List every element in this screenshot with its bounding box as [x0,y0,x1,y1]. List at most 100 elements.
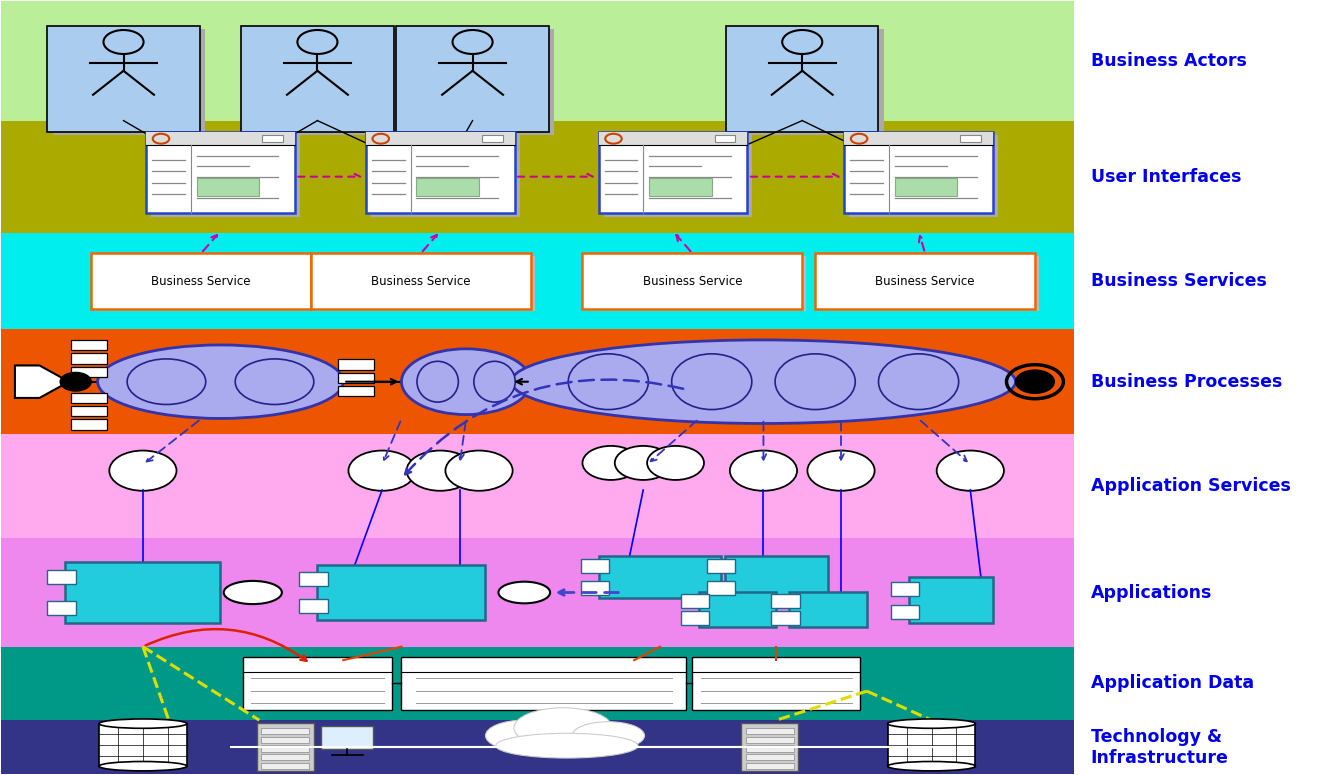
FancyBboxPatch shape [583,360,619,370]
Circle shape [109,450,177,491]
FancyBboxPatch shape [598,556,722,598]
Ellipse shape [99,762,186,771]
Circle shape [349,450,416,491]
Ellipse shape [99,719,186,728]
FancyBboxPatch shape [731,29,883,135]
FancyBboxPatch shape [583,373,619,383]
FancyBboxPatch shape [261,737,309,743]
Ellipse shape [485,720,563,751]
FancyBboxPatch shape [887,724,975,766]
FancyBboxPatch shape [246,29,398,135]
Ellipse shape [498,582,550,603]
FancyBboxPatch shape [771,594,799,608]
Bar [1,434,1074,539]
FancyBboxPatch shape [71,392,107,403]
FancyBboxPatch shape [960,135,982,142]
FancyBboxPatch shape [401,657,686,710]
Ellipse shape [474,361,515,402]
FancyBboxPatch shape [844,133,992,213]
FancyBboxPatch shape [310,253,530,309]
FancyBboxPatch shape [317,566,485,619]
Circle shape [60,373,91,391]
FancyBboxPatch shape [581,560,609,574]
FancyBboxPatch shape [891,604,919,618]
FancyBboxPatch shape [261,728,309,734]
Ellipse shape [224,581,282,604]
FancyBboxPatch shape [71,419,107,429]
Circle shape [936,450,1004,491]
FancyBboxPatch shape [314,256,534,312]
Text: Business Service: Business Service [372,274,470,288]
FancyBboxPatch shape [706,560,735,574]
Bar [1,720,1074,774]
Circle shape [1015,370,1055,393]
Text: Business Actors: Business Actors [1091,52,1247,70]
FancyBboxPatch shape [197,177,260,195]
Text: Business Service: Business Service [642,274,742,288]
FancyBboxPatch shape [598,133,747,213]
FancyBboxPatch shape [746,754,794,760]
FancyBboxPatch shape [152,136,300,216]
FancyBboxPatch shape [891,582,919,596]
Text: Applications: Applications [1091,584,1212,601]
Bar [1,329,1074,434]
Bar [1,232,1074,329]
Ellipse shape [887,762,975,771]
FancyBboxPatch shape [300,599,328,613]
FancyBboxPatch shape [746,746,794,752]
FancyBboxPatch shape [71,340,107,350]
Bar [1,121,1074,232]
FancyBboxPatch shape [482,135,502,142]
FancyBboxPatch shape [746,737,794,743]
Ellipse shape [417,361,458,402]
FancyBboxPatch shape [338,360,374,370]
FancyBboxPatch shape [819,256,1039,312]
Circle shape [615,446,671,480]
Text: Business Service: Business Service [152,274,250,288]
Polygon shape [15,366,69,398]
FancyBboxPatch shape [895,177,958,195]
FancyBboxPatch shape [586,256,806,312]
FancyBboxPatch shape [815,253,1035,309]
Ellipse shape [97,345,344,418]
Ellipse shape [775,354,855,409]
Circle shape [807,450,875,491]
Ellipse shape [236,359,314,405]
FancyBboxPatch shape [338,373,374,383]
FancyBboxPatch shape [693,657,860,710]
FancyBboxPatch shape [790,592,867,627]
FancyBboxPatch shape [65,562,221,623]
Ellipse shape [671,354,751,409]
FancyBboxPatch shape [338,386,374,396]
FancyBboxPatch shape [583,386,619,396]
FancyBboxPatch shape [91,253,310,309]
Ellipse shape [514,708,613,748]
FancyBboxPatch shape [300,572,328,586]
FancyBboxPatch shape [771,611,799,625]
Ellipse shape [573,722,645,749]
FancyBboxPatch shape [71,353,107,363]
Bar [1,646,1074,720]
Text: Business Service: Business Service [875,274,975,288]
Circle shape [730,450,797,491]
FancyBboxPatch shape [48,26,200,132]
FancyBboxPatch shape [742,723,798,771]
Text: Business Services: Business Services [1091,272,1267,290]
FancyBboxPatch shape [706,580,735,594]
FancyBboxPatch shape [746,728,794,734]
FancyBboxPatch shape [401,29,554,135]
Ellipse shape [569,354,649,409]
Bar [1,1,1074,121]
Ellipse shape [879,354,959,409]
FancyBboxPatch shape [261,746,309,752]
FancyBboxPatch shape [681,611,709,625]
FancyBboxPatch shape [99,724,186,766]
Ellipse shape [887,719,975,728]
Circle shape [406,450,474,491]
Text: Application Data: Application Data [1091,674,1253,692]
FancyBboxPatch shape [262,135,282,142]
FancyBboxPatch shape [241,26,393,132]
FancyBboxPatch shape [699,592,777,627]
FancyBboxPatch shape [366,133,514,213]
FancyBboxPatch shape [844,133,992,145]
